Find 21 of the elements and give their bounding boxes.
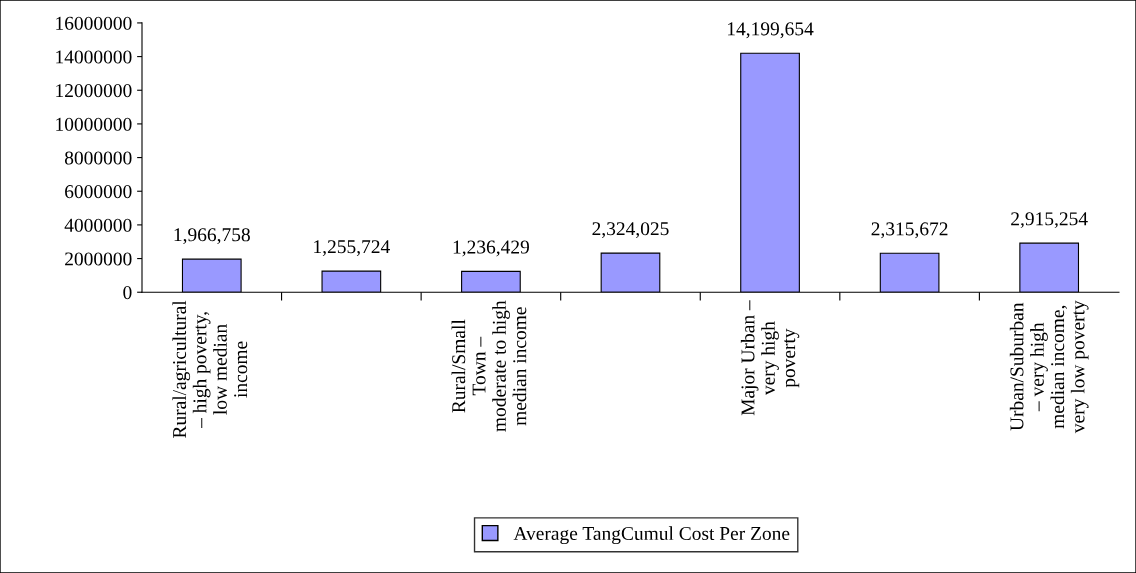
y-tick-label: 14000000	[56, 50, 132, 64]
y-tick-label: 6000000	[65, 185, 132, 199]
data-label: 1,966,758	[174, 228, 250, 245]
x-tick-label: Rural/Small Town – moderate to high median income	[451, 300, 527, 432]
y-tick-label: 8000000	[64, 151, 132, 165]
data-label: 1,236,429	[453, 240, 530, 257]
y-tick-label: 4000000	[64, 218, 132, 232]
x-tick-label: Urban/Suburban – very high median income, very low poverty	[1009, 300, 1089, 434]
x-tick-label: Major Urban – very high poverty	[740, 300, 800, 416]
data-label: 2,915,254	[1011, 212, 1088, 229]
y-tick-label: 16000000	[56, 16, 132, 30]
y-tick-label: 2000000	[65, 252, 132, 266]
y-tick-label: 10000000	[56, 117, 132, 131]
data-label: 1,255,724	[314, 240, 390, 257]
data-label: 2,315,672	[871, 222, 948, 239]
y-tick-label: 0	[123, 286, 132, 300]
y-tick-label: 12000000	[56, 84, 132, 98]
x-tick-label: Rural/agricultural – high poverty, low median income	[172, 300, 248, 438]
legend-label: Average TangCumul Cost Per Zone	[513, 526, 790, 545]
data-label: 14,199,654	[728, 22, 814, 39]
data-label: 2,324,025	[592, 222, 669, 239]
